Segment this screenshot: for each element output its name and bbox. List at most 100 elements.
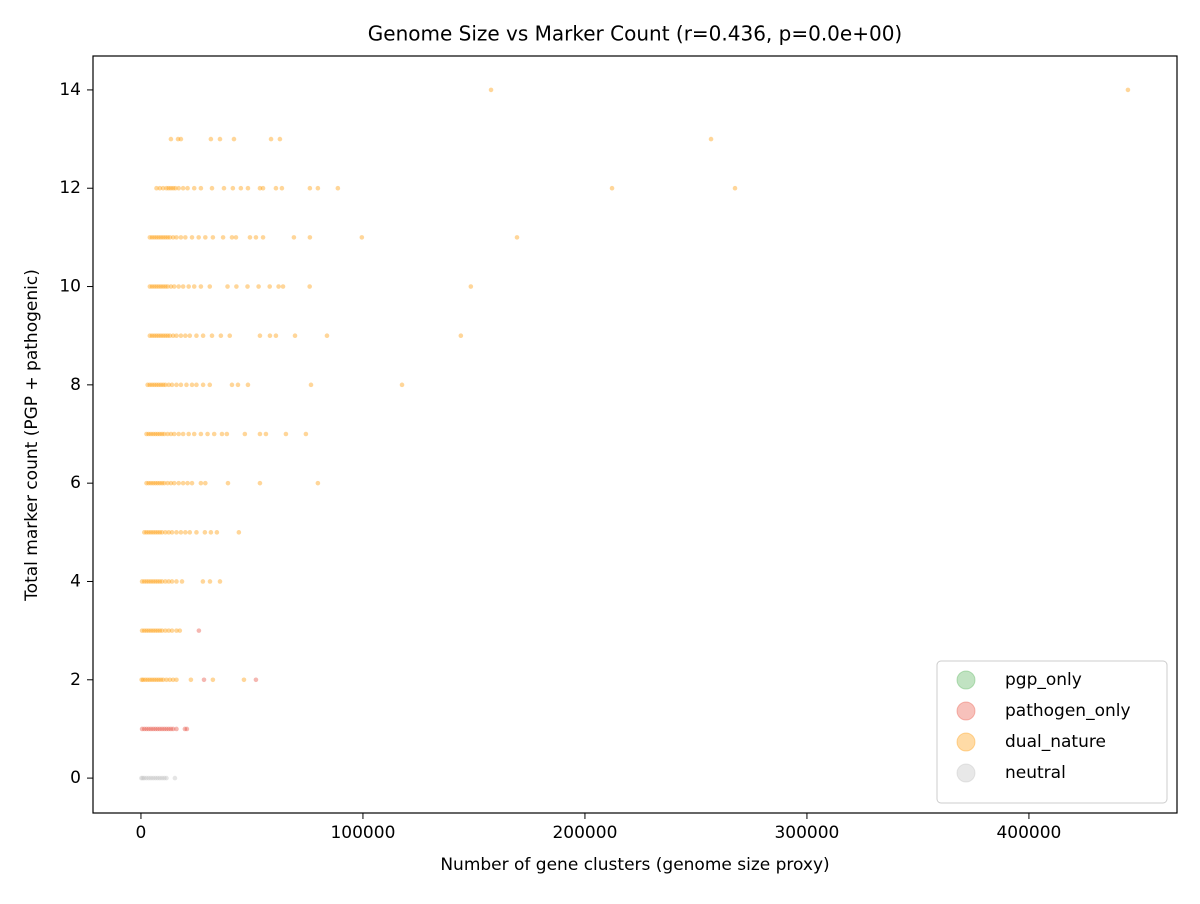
point xyxy=(245,284,250,289)
point xyxy=(732,185,738,191)
point xyxy=(150,431,156,437)
point xyxy=(200,579,206,584)
point xyxy=(178,530,184,535)
point xyxy=(154,382,159,388)
point xyxy=(210,235,216,240)
x-axis-label: Number of gene clusters (genome size pro… xyxy=(440,855,829,875)
point xyxy=(242,431,248,437)
point xyxy=(177,628,183,633)
point xyxy=(229,235,235,240)
series-group xyxy=(139,775,178,781)
point xyxy=(144,530,149,535)
point xyxy=(191,185,197,191)
point xyxy=(273,185,279,191)
point xyxy=(277,136,283,142)
point xyxy=(155,775,160,781)
legend-label: pathogen_only xyxy=(1005,701,1131,721)
point xyxy=(458,333,464,338)
point xyxy=(141,775,147,781)
point xyxy=(151,235,157,240)
point xyxy=(139,775,144,781)
point xyxy=(147,382,153,388)
point xyxy=(155,480,160,486)
point xyxy=(166,726,172,732)
point xyxy=(335,185,341,191)
point xyxy=(164,185,169,191)
point xyxy=(140,775,146,781)
point xyxy=(150,579,156,584)
point xyxy=(157,530,163,535)
point xyxy=(148,480,154,486)
point xyxy=(194,530,199,535)
point xyxy=(178,333,184,338)
point xyxy=(157,628,163,633)
point xyxy=(200,382,206,388)
y-axis-label: Total marker count (PGP + pathogenic) xyxy=(22,269,42,602)
point xyxy=(267,284,273,289)
point xyxy=(171,431,177,437)
point xyxy=(144,480,149,486)
point xyxy=(167,235,173,240)
point xyxy=(171,480,177,486)
legend-label: dual_nature xyxy=(1005,732,1106,752)
point xyxy=(144,775,149,781)
legend-marker xyxy=(956,670,976,690)
point xyxy=(160,235,166,240)
point xyxy=(189,480,195,486)
point xyxy=(217,136,223,142)
point xyxy=(220,235,226,240)
point xyxy=(168,726,174,732)
point xyxy=(191,284,197,289)
point xyxy=(292,333,298,338)
point xyxy=(146,726,152,732)
point xyxy=(183,530,188,535)
point xyxy=(198,431,204,437)
point xyxy=(166,579,172,584)
point xyxy=(147,333,153,338)
point xyxy=(209,333,215,338)
point xyxy=(151,382,157,388)
point xyxy=(235,382,241,388)
point xyxy=(315,185,321,191)
point xyxy=(156,284,162,289)
point xyxy=(161,726,167,732)
point xyxy=(149,235,155,240)
point xyxy=(163,579,168,584)
point xyxy=(156,235,162,240)
point xyxy=(183,235,188,240)
point xyxy=(176,185,181,191)
point xyxy=(143,677,148,683)
series-group xyxy=(139,87,1131,683)
point xyxy=(139,677,144,683)
point xyxy=(163,628,168,633)
point xyxy=(150,530,156,535)
point xyxy=(257,480,263,486)
point xyxy=(219,431,225,437)
point xyxy=(156,333,162,338)
point xyxy=(207,382,213,388)
point xyxy=(158,333,164,338)
point xyxy=(178,382,184,388)
point xyxy=(155,628,160,633)
x-tick-label: 400000 xyxy=(996,823,1061,843)
point xyxy=(149,333,155,338)
point xyxy=(315,480,321,486)
point xyxy=(153,530,158,535)
point xyxy=(153,431,158,437)
x-tick-label: 100000 xyxy=(330,823,395,843)
point xyxy=(224,431,230,437)
point xyxy=(208,136,214,142)
point xyxy=(182,726,188,732)
point xyxy=(158,382,164,388)
point xyxy=(174,628,179,633)
point xyxy=(163,333,168,338)
point xyxy=(141,530,147,535)
point xyxy=(158,284,164,289)
point xyxy=(157,726,163,732)
point xyxy=(175,136,181,142)
point xyxy=(291,235,297,240)
point xyxy=(159,579,165,584)
point xyxy=(263,431,269,437)
point xyxy=(176,284,181,289)
point xyxy=(245,185,251,191)
